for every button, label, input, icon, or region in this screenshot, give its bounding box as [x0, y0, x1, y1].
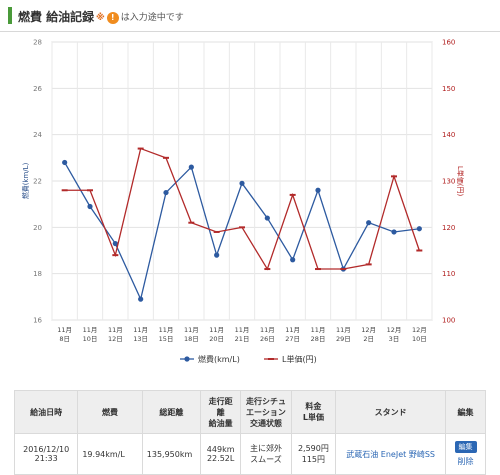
x-tick-label: 11月 20日: [209, 326, 224, 343]
legend-unit-price: L単価(円): [282, 354, 317, 364]
draft-alert-icon: !: [106, 11, 119, 24]
fuel-economy-point: [315, 187, 321, 193]
header-accent-bar: [8, 7, 12, 24]
fuel-economy-point: [62, 159, 68, 166]
y-right-tick-label: 130: [442, 178, 455, 186]
header-fuel-economy: 燃費: [77, 390, 143, 434]
y-left-tick-label: 26: [33, 85, 42, 93]
cell-situation: 主に郊外 スムーズ: [240, 433, 292, 475]
y-right-axis-title: L単価(円): [456, 166, 465, 197]
x-tick-label: 11月 18日: [184, 326, 199, 343]
cell-price: 2,590円 115円: [290, 433, 337, 475]
x-tick-label: 12月 3日: [387, 326, 402, 343]
x-tick-label: 11月 15日: [159, 326, 174, 343]
y-right-tick-label: 120: [442, 224, 455, 232]
x-tick-label: 12月 2日: [361, 326, 376, 343]
fuel-log-table: 給油日時 燃費 総距離 走行距離給油量 走行シチュ エーション 交通状態 料金 L単価…: [13, 390, 486, 475]
x-tick-label: 11月 26日: [260, 326, 275, 343]
x-tick-label: 11月 28日: [311, 326, 326, 343]
fuel-economy-point: [112, 240, 118, 247]
fuel-economy-point: [366, 220, 372, 226]
header-date: 給油日時: [13, 390, 79, 434]
cell-fuel-economy: 19.94km/L: [77, 433, 143, 475]
y-left-tick-label: 18: [33, 270, 42, 278]
cell-trip: 449km 22.52L: [200, 433, 242, 475]
header-situation: 走行シチュ エーション 交通状態: [240, 390, 292, 434]
fuel-economy-point: [391, 229, 397, 235]
header-station: スタンド: [335, 390, 447, 434]
y-right-tick-label: 100: [442, 317, 455, 325]
header-total-distance: 総距離: [141, 390, 202, 434]
y-right-tick-label: 160: [442, 39, 455, 47]
fuel-economy-point: [290, 257, 296, 263]
edit-button[interactable]: 編集: [454, 441, 477, 453]
y-right-tick-label: 110: [442, 270, 455, 278]
x-tick-label: 11月 21日: [235, 326, 250, 343]
header-trip-distance: 走行距離給油量: [200, 390, 242, 434]
note-prefix: ※: [96, 13, 105, 23]
y-left-tick-label: 16: [33, 317, 42, 325]
y-left-tick-label: 28: [33, 39, 42, 47]
y-left-axis-title: 燃費(km/L): [21, 162, 30, 199]
x-tick-label: 12月 10日: [412, 326, 427, 343]
fuel-economy-point: [87, 203, 93, 210]
fuel-economy-point: [416, 226, 422, 232]
legend-marker: [184, 356, 190, 362]
panel-header: 燃費 給油記録 ※! は入力途中です: [0, 0, 500, 32]
x-tick-label: 11月 12日: [108, 326, 123, 343]
y-left-tick-label: 24: [33, 131, 42, 139]
panel-title: 燃費 給油記録: [18, 10, 95, 24]
cell-date: 2016/12/10 21:33: [13, 433, 79, 475]
table-header-row: 給油日時 燃費 総距離 走行距離給油量 走行シチュ エーション 交通状態 料金 L単価…: [13, 390, 486, 434]
cell-total-distance: 135,950km: [141, 433, 202, 475]
x-tick-label: 11月 13日: [133, 326, 148, 343]
station-link[interactable]: 武蔵石油 EneJet 野崎SS: [335, 433, 447, 475]
fuel-economy-point: [214, 252, 220, 258]
x-tick-label: 11月 10日: [83, 326, 98, 343]
y-left-tick-label: 20: [33, 224, 42, 232]
x-tick-label: 11月 29日: [336, 326, 351, 343]
y-right-tick-label: 140: [442, 131, 455, 139]
cell-edit: 編集 削除: [445, 433, 486, 475]
fuel-economy-point: [188, 164, 194, 170]
fuel-economy-point: [239, 180, 245, 186]
header-price: 料金 L単価: [290, 390, 337, 434]
x-tick-label: 11月 27日: [285, 326, 300, 343]
y-left-tick-label: 22: [33, 178, 42, 186]
y-right-tick-label: 150: [442, 85, 455, 93]
delete-link[interactable]: 削除: [457, 457, 474, 466]
fuel-economy-point: [163, 189, 169, 196]
header-edit: 編集: [445, 390, 486, 434]
fuel-chart-svg: 16 100 18 110 20 120 22 130 24 140 26 150 28 160 燃費(km…: [21, 39, 465, 365]
table-row: 2016/12/10 21:33 19.94km/L 135,950km 449k…: [13, 433, 486, 475]
fuel-economy-point: [138, 296, 144, 302]
draft-note: ※! は入力途中です: [96, 10, 184, 24]
fuel-chart: 16 100 18 110 20 120 22 130 24 140 26 150 28 160 燃費(km…: [0, 32, 500, 380]
fuel-economy-point: [264, 215, 270, 221]
x-tick-label: 11月 8日: [57, 326, 72, 343]
legend-fuel-economy: 燃費(km/L): [198, 354, 240, 364]
note-text: は入力途中です: [120, 13, 184, 23]
